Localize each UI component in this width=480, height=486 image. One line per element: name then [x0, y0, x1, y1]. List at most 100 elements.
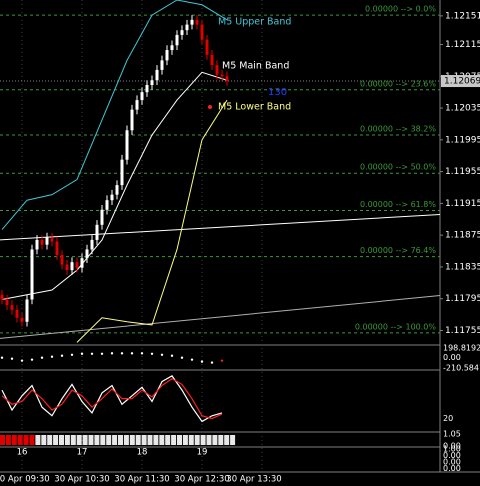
candle-body [25, 299, 29, 322]
candle-body [180, 30, 184, 35]
indicator-dot [220, 359, 224, 362]
band-line [1, 0, 228, 230]
band-line [1, 71, 228, 301]
indicator-dot [200, 360, 204, 363]
oscillator-line [1, 375, 223, 423]
signal-block [112, 435, 118, 445]
candle-body [185, 24, 189, 31]
trendline [0, 214, 441, 241]
signal-block [177, 435, 182, 445]
y-tick-label: 1.12115 [445, 40, 480, 50]
candle-body [60, 255, 64, 265]
panel-tick-label: 0.00 [443, 464, 461, 473]
signal-block [70, 435, 76, 445]
candle-body [45, 237, 49, 245]
y-tick-label: 1.11875 [445, 231, 480, 241]
band-line [76, 99, 228, 343]
signal-block [224, 435, 230, 445]
fib-label: 0.00000 --> 0.0% [365, 5, 436, 14]
panel-tick-label: 0.00 [443, 353, 461, 362]
signal-block [165, 435, 171, 445]
y-tick-label: 1.11915 [445, 199, 480, 209]
signal-block [88, 435, 94, 445]
signal-block [29, 435, 35, 445]
signal-block [153, 435, 159, 445]
panel-tick-label: 1.05 [443, 430, 461, 439]
x-tick-label: 30 Apr 11:30 [114, 475, 169, 485]
panel-tick-label: 20 [443, 414, 453, 423]
candle-body [80, 258, 84, 268]
candle-body [55, 241, 59, 256]
signal-block [47, 435, 53, 445]
panel-tick-label: 0.00 [443, 451, 461, 460]
signal-block [141, 435, 147, 445]
candle-body [40, 239, 44, 245]
price-box [441, 75, 480, 88]
signal-block [17, 435, 23, 445]
indicator-dot [90, 352, 94, 356]
signal-block [76, 435, 82, 445]
signal-block [53, 435, 59, 445]
signal-block [0, 435, 5, 445]
candle-body [140, 92, 144, 101]
indicator-dot [210, 361, 214, 364]
candle-body [190, 19, 194, 25]
signal-block [218, 435, 224, 445]
fib-label: 0.00000 --> 23.6% [360, 79, 436, 88]
candle-body [65, 264, 69, 271]
signal-block [59, 435, 64, 445]
candle-body [100, 209, 104, 225]
candle-body [205, 39, 209, 55]
fib-label: 0.00000 --> 100.0% [355, 322, 437, 331]
y-tick-label: 1.11955 [445, 167, 480, 177]
candle-body [50, 237, 54, 242]
x-tick-label: 30 Apr 13:30 [226, 475, 281, 485]
indicator-dot [160, 353, 164, 356]
indicator-dot [190, 358, 194, 361]
indicator-dot [20, 359, 24, 362]
signal-block [230, 435, 236, 445]
candle-body [150, 80, 154, 86]
candle-body [135, 100, 139, 110]
candle-body [75, 262, 79, 268]
indicator-dot [120, 352, 124, 355]
signal-block [129, 435, 135, 445]
indicator-dot [180, 356, 184, 359]
candle-body [160, 60, 164, 70]
signal-block [188, 435, 194, 445]
y-tick-label: 1.11795 [445, 294, 480, 304]
signal-block [23, 435, 29, 445]
fib-label: 0.00000 --> 76.4% [360, 246, 436, 255]
signal-block [5, 435, 11, 445]
candle-body [175, 34, 179, 46]
signal-block [64, 435, 70, 445]
indicator-dot [140, 352, 144, 355]
candle-body [195, 19, 199, 25]
candle-body [30, 249, 34, 300]
day-label: 18 [137, 448, 148, 458]
indicator-dot [0, 356, 4, 359]
indicator-dot [150, 352, 154, 356]
indicator-dot [30, 358, 34, 361]
band-label: M5 Upper Band [218, 17, 291, 28]
candle-body [210, 54, 214, 66]
candle-body [200, 24, 204, 40]
y-tick-label: 1.12035 [445, 104, 480, 114]
candle-body [85, 249, 89, 259]
indicator-dot [10, 357, 14, 360]
indicator-dot [100, 352, 104, 356]
signal-block [35, 435, 41, 445]
indicator-dot [70, 353, 74, 356]
y-tick-label: 1.11995 [445, 135, 480, 145]
fib-label: 0.00000 --> 50.0% [360, 163, 436, 172]
y-tick-label: 1.11835 [445, 262, 480, 272]
signal-block [171, 435, 177, 445]
candle-body [220, 74, 224, 77]
signal-block [206, 435, 212, 445]
candle-body [90, 239, 94, 250]
signal-block [41, 435, 47, 445]
trendline [0, 295, 441, 339]
fib-label: 0.00000 --> 38.2% [360, 125, 436, 134]
panel-tick-label: 1.00 [443, 445, 461, 454]
candle-body [110, 194, 114, 201]
